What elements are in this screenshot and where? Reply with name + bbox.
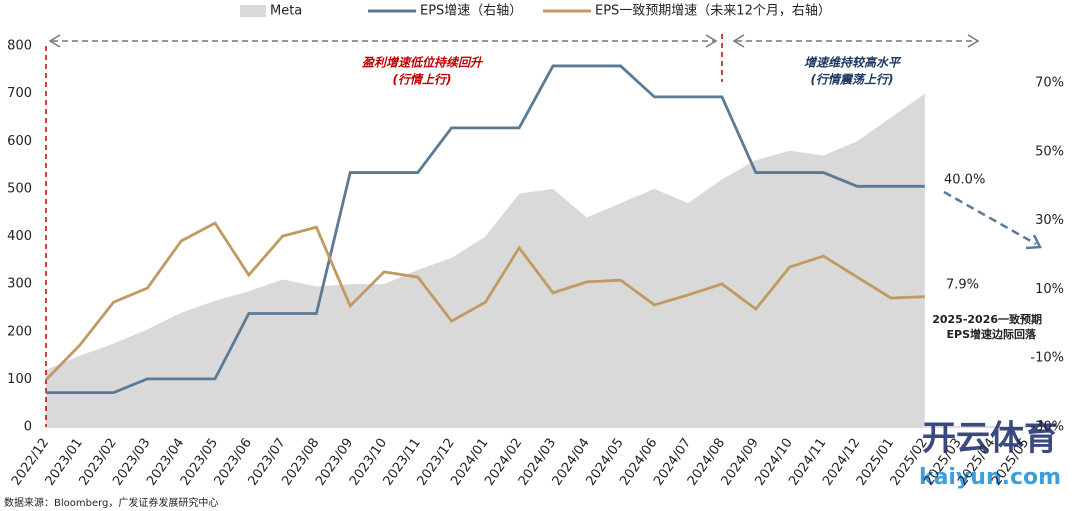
source: 数据来源：Bloomberg，广发证券发展研究中心 xyxy=(4,496,218,509)
watermark: kaiyun.com xyxy=(919,465,1061,490)
y2-tick-label: 30% xyxy=(1035,213,1064,228)
data-label: 40.0% xyxy=(944,173,985,188)
arrow-head xyxy=(732,34,980,48)
y-tick-label: 100 xyxy=(7,372,32,387)
y-tick-label: 800 xyxy=(7,39,32,54)
annotation: (行情上行) xyxy=(393,73,452,87)
legend-swatch xyxy=(240,5,266,17)
annotation: 增速维持较高水平 xyxy=(804,56,902,70)
y-tick-label: 200 xyxy=(7,324,32,339)
arrow-head xyxy=(48,34,718,48)
annotation: 2025-2026一致预期 xyxy=(932,312,1042,326)
legend-label: EPS增速（右轴） xyxy=(420,4,522,19)
legend-label: EPS一致预期增速（未来12个月，右轴） xyxy=(595,4,831,19)
y2-tick-label: 10% xyxy=(1035,282,1064,297)
y2-tick-label: 50% xyxy=(1035,144,1064,159)
area xyxy=(46,93,925,427)
line xyxy=(44,221,925,381)
y2-tick-label: -10% xyxy=(1030,351,1064,366)
trend-arrow xyxy=(943,190,1037,246)
y-tick-label: 300 xyxy=(7,277,32,292)
annotation: EPS增速边际回落 xyxy=(947,327,1037,341)
legend-label: Meta xyxy=(270,4,302,19)
y-tick-label: 500 xyxy=(7,181,32,196)
line xyxy=(46,64,925,395)
annotation: 盈利增速低位持续回升 xyxy=(362,56,484,70)
y2-tick-label: 70% xyxy=(1035,76,1064,91)
y-tick-label: 400 xyxy=(7,229,32,244)
y-tick-label: 600 xyxy=(7,134,32,149)
annotation: (行情震荡上行) xyxy=(811,73,894,87)
y2-tick-label: -30% xyxy=(1030,420,1064,435)
y-tick-label: 0 xyxy=(24,420,32,435)
arrow-head xyxy=(1025,234,1042,250)
y-tick-label: 700 xyxy=(7,86,32,101)
data-label: 7.9% xyxy=(946,278,979,293)
watermark: 开云体育 xyxy=(922,419,1058,459)
